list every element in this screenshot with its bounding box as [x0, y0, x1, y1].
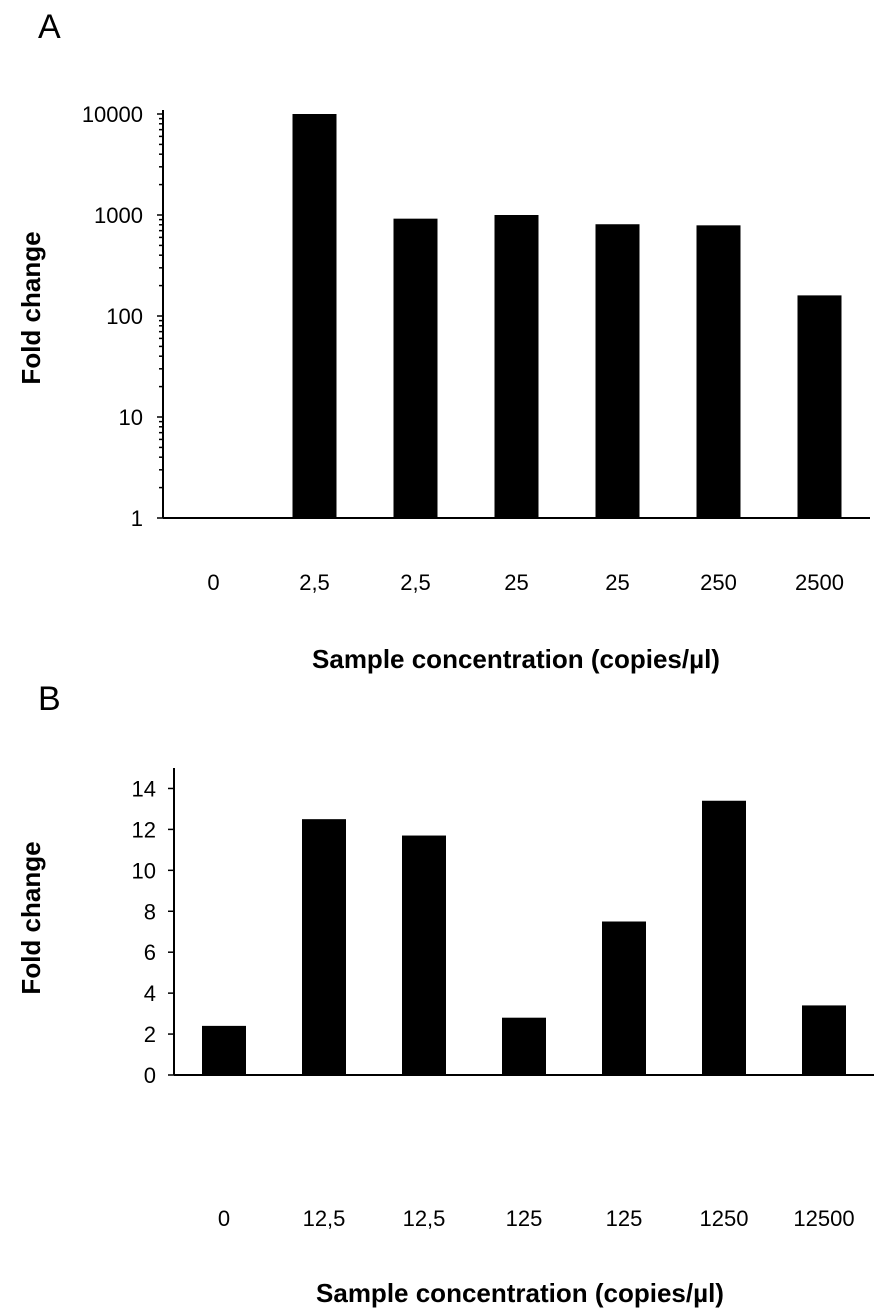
y-tick-label: 12 — [132, 817, 156, 842]
panel-b-y-axis-title: Fold change — [16, 841, 46, 994]
bar-5 — [602, 921, 646, 1075]
panel-a-bars — [292, 114, 842, 519]
bar-6 — [696, 225, 741, 518]
bar-7 — [797, 295, 842, 518]
y-tick-label: 0 — [144, 1063, 156, 1088]
y-tick-label: 8 — [144, 899, 156, 924]
bar-2 — [302, 819, 346, 1075]
panel-b: B 0 2 4 6 8 10 12 14 0 12,5 12,5 125 125 1250 12500 F… — [16, 680, 874, 1308]
x-tick-label: 125 — [606, 1206, 643, 1231]
x-tick-label: 12500 — [793, 1206, 854, 1231]
panel-b-x-tick-labels: 0 12,5 12,5 125 125 1250 12500 — [218, 1206, 855, 1231]
panel-label-a: A — [38, 8, 61, 46]
panel-a-y-ticks: 1 10 100 1000 10000 — [82, 102, 163, 531]
x-tick-label: 2,5 — [299, 570, 330, 595]
x-tick-label: 12,5 — [303, 1206, 346, 1231]
x-tick-label: 12,5 — [403, 1206, 446, 1231]
panel-a-x-tick-labels: 0 2,5 2,5 25 25 250 2500 — [207, 570, 844, 595]
bar-7 — [802, 1005, 846, 1075]
y-tick-label: 10000 — [82, 102, 143, 127]
bar-3 — [393, 218, 438, 519]
x-tick-label: 0 — [218, 1206, 230, 1231]
panel-a-x-axis-title: Sample concentration (copies/µl) — [312, 644, 720, 674]
y-tick-label: 1 — [131, 506, 143, 531]
panel-b-y-ticks: 0 2 4 6 8 10 12 14 — [132, 776, 174, 1088]
y-tick-label: 6 — [144, 940, 156, 965]
panel-b-x-axis-title: Sample concentration (copies/µl) — [316, 1278, 724, 1308]
x-tick-label: 25 — [605, 570, 629, 595]
bar-4 — [502, 1017, 546, 1075]
panel-label-b: B — [38, 680, 61, 718]
y-tick-label: 14 — [132, 776, 156, 801]
y-tick-label: 10 — [132, 858, 156, 883]
y-tick-label: 10 — [119, 405, 143, 430]
y-tick-label: 1000 — [94, 203, 143, 228]
bar-2 — [292, 114, 337, 518]
y-tick-label: 4 — [144, 981, 156, 1006]
y-tick-label: 2 — [144, 1022, 156, 1047]
bar-4 — [494, 215, 539, 518]
x-tick-label: 1250 — [700, 1206, 749, 1231]
bar-1 — [202, 1025, 246, 1075]
bar-6 — [702, 800, 746, 1075]
bar-5 — [595, 224, 640, 518]
x-tick-label: 125 — [506, 1206, 543, 1231]
panel-a: A 1 10 100 1000 10000 0 2,5 2,5 25 25 250 2500 Fol… — [16, 8, 870, 674]
x-tick-label: 2500 — [795, 570, 844, 595]
panel-a-y-axis-title: Fold change — [16, 231, 46, 384]
x-tick-label: 0 — [207, 570, 219, 595]
x-tick-label: 250 — [700, 570, 737, 595]
x-tick-label: 25 — [504, 570, 528, 595]
bar-3 — [402, 835, 446, 1075]
panel-b-bars — [202, 800, 846, 1075]
y-tick-label: 100 — [106, 304, 143, 329]
x-tick-label: 2,5 — [400, 570, 431, 595]
